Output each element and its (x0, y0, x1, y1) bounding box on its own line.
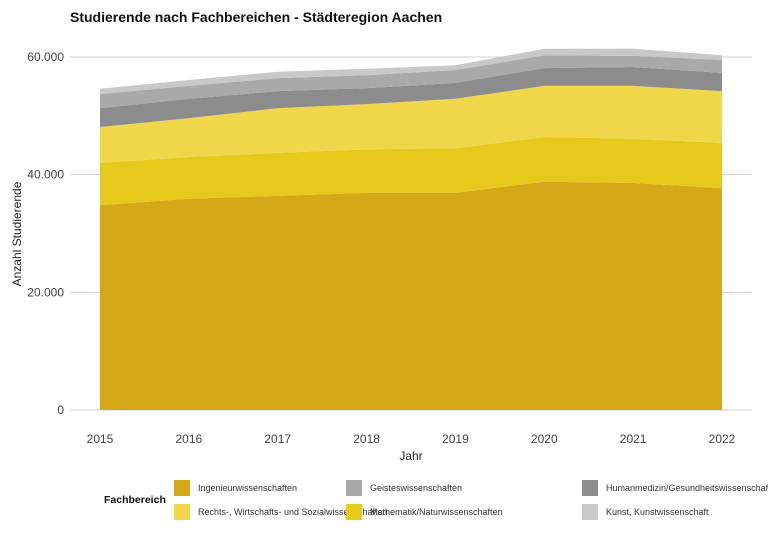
legend-label: Geisteswissenschaften (370, 483, 463, 493)
area-rechts-wirtschafts-und-sozialwissenschaften (100, 85, 722, 163)
area-geisteswissenschaften (100, 55, 722, 109)
legend-label: Humanmedizin/Gesundheitswissenschaften (606, 483, 768, 493)
legend-swatch (582, 480, 598, 496)
x-tick-label: 2020 (531, 432, 558, 446)
y-axis-label: Anzahl Studierende (10, 181, 24, 286)
legend-swatch (174, 504, 190, 520)
x-tick-label: 2015 (87, 432, 114, 446)
legend-swatch (174, 480, 190, 496)
legend-swatch (582, 504, 598, 520)
legend-label: Rechts-, Wirtschafts- und Sozialwissensc… (198, 507, 388, 517)
legend-swatch (346, 480, 362, 496)
legend-label: Kunst, Kunstwissenschaft (606, 507, 709, 517)
legend-title: Fachbereich (104, 494, 166, 506)
x-tick-label: 2016 (176, 432, 203, 446)
legend-item: Humanmedizin/Gesundheitswissenschaften (582, 480, 768, 496)
x-tick-label: 2022 (709, 432, 736, 446)
x-tick-label: 2017 (264, 432, 291, 446)
legend-item: Mathematik/Naturwissenschaften (346, 504, 503, 520)
legend-label: Mathematik/Naturwissenschaften (370, 507, 503, 517)
area-kunst-kunstwissenschaft (100, 48, 722, 95)
legend-item: Geisteswissenschaften (346, 480, 462, 496)
x-tick-label: 2018 (353, 432, 380, 446)
area-humanmedizin-gesundheitswissenschaften (100, 67, 722, 128)
x-tick-label: 2019 (442, 432, 469, 446)
y-tick-label: 60.000 (27, 50, 64, 64)
y-tick-label: 20.000 (27, 285, 64, 299)
area-mathematik-naturwissenschaften (100, 137, 722, 206)
y-tick-label: 40.000 (27, 168, 64, 182)
legend-item: Kunst, Kunstwissenschaft (582, 504, 709, 520)
y-tick-label: 0 (57, 403, 64, 417)
area-ingenieurwissenschaften (100, 181, 722, 410)
x-tick-label: 2021 (620, 432, 647, 446)
legend-item: Ingenieurwissenschaften (174, 480, 297, 496)
legend-item: Rechts-, Wirtschafts- und Sozialwissensc… (174, 504, 388, 520)
legend-swatch (346, 504, 362, 520)
x-axis-label: Jahr (399, 449, 422, 463)
chart-title: Studierende nach Fachbereichen - Städter… (70, 9, 443, 25)
legend-label: Ingenieurwissenschaften (198, 483, 298, 493)
